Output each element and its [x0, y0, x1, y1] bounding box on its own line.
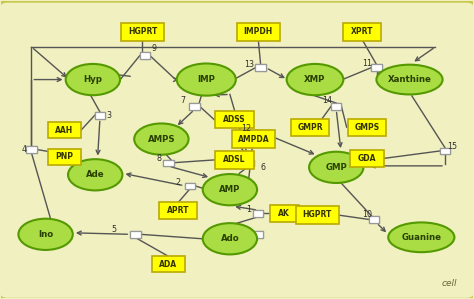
Text: AMPS: AMPS [147, 135, 175, 144]
Text: Xanthine: Xanthine [388, 75, 431, 84]
FancyBboxPatch shape [237, 23, 280, 41]
Text: IMP: IMP [197, 75, 215, 84]
FancyBboxPatch shape [95, 112, 105, 118]
Text: Ado: Ado [220, 234, 239, 243]
Text: PNP: PNP [55, 152, 73, 161]
FancyBboxPatch shape [189, 103, 200, 110]
FancyBboxPatch shape [184, 182, 195, 189]
Text: Hyp: Hyp [83, 75, 102, 84]
Text: ADSL: ADSL [223, 155, 246, 164]
Text: 15: 15 [447, 142, 457, 151]
FancyBboxPatch shape [253, 231, 264, 238]
FancyBboxPatch shape [130, 231, 141, 238]
Ellipse shape [134, 123, 189, 155]
FancyBboxPatch shape [216, 151, 254, 169]
FancyBboxPatch shape [251, 130, 261, 136]
FancyBboxPatch shape [244, 160, 254, 166]
FancyBboxPatch shape [130, 231, 141, 238]
Ellipse shape [68, 159, 122, 190]
Ellipse shape [177, 63, 236, 96]
FancyBboxPatch shape [251, 130, 261, 136]
Text: HGPRT: HGPRT [303, 210, 332, 219]
FancyBboxPatch shape [216, 111, 254, 128]
Text: 9: 9 [152, 44, 157, 53]
Ellipse shape [309, 152, 364, 183]
FancyBboxPatch shape [140, 53, 150, 59]
Text: XMP: XMP [304, 75, 326, 84]
Ellipse shape [203, 223, 257, 254]
FancyBboxPatch shape [253, 210, 264, 217]
FancyBboxPatch shape [255, 64, 266, 71]
Ellipse shape [203, 174, 257, 205]
Ellipse shape [18, 219, 73, 250]
Text: 7: 7 [180, 96, 185, 105]
FancyBboxPatch shape [159, 202, 197, 219]
Text: 5: 5 [111, 225, 117, 234]
Ellipse shape [287, 64, 343, 95]
Text: AAH: AAH [55, 126, 73, 135]
Text: AMP: AMP [219, 185, 241, 194]
Text: AMPDA: AMPDA [238, 135, 269, 144]
Text: 11: 11 [362, 59, 372, 68]
FancyBboxPatch shape [48, 149, 81, 165]
Text: 2: 2 [175, 178, 181, 187]
FancyBboxPatch shape [440, 148, 450, 154]
FancyBboxPatch shape [291, 118, 329, 136]
FancyBboxPatch shape [184, 182, 195, 189]
FancyBboxPatch shape [440, 148, 450, 154]
FancyBboxPatch shape [270, 205, 299, 222]
Text: 1: 1 [246, 205, 251, 213]
Text: Guanine: Guanine [401, 233, 441, 242]
Text: IMPDH: IMPDH [244, 28, 273, 36]
Ellipse shape [376, 65, 443, 94]
FancyBboxPatch shape [253, 231, 264, 238]
FancyBboxPatch shape [369, 216, 379, 223]
Text: 14: 14 [322, 96, 332, 105]
FancyBboxPatch shape [244, 160, 254, 166]
FancyBboxPatch shape [26, 146, 36, 153]
FancyBboxPatch shape [371, 64, 382, 71]
FancyBboxPatch shape [95, 112, 105, 118]
FancyBboxPatch shape [140, 53, 150, 59]
FancyBboxPatch shape [48, 122, 81, 138]
Text: 12: 12 [241, 124, 252, 133]
Text: Ade: Ade [86, 170, 105, 179]
Text: cell: cell [441, 279, 457, 288]
FancyBboxPatch shape [163, 160, 173, 166]
FancyBboxPatch shape [350, 150, 384, 167]
Text: GMPS: GMPS [355, 123, 380, 132]
Text: GMPR: GMPR [298, 123, 323, 132]
Text: Ino: Ino [38, 230, 53, 239]
Text: 3: 3 [107, 111, 112, 120]
FancyBboxPatch shape [369, 216, 379, 223]
FancyBboxPatch shape [152, 256, 185, 272]
Text: XPRT: XPRT [351, 28, 374, 36]
FancyBboxPatch shape [348, 118, 386, 136]
FancyBboxPatch shape [253, 210, 264, 217]
FancyBboxPatch shape [331, 103, 341, 110]
Ellipse shape [388, 222, 455, 252]
Text: 4: 4 [22, 145, 27, 154]
Text: 10: 10 [362, 210, 372, 219]
Text: 6: 6 [261, 163, 265, 172]
FancyBboxPatch shape [232, 130, 275, 148]
Text: APRT: APRT [167, 206, 189, 215]
FancyBboxPatch shape [371, 64, 382, 71]
Text: GDA: GDA [358, 154, 376, 163]
Text: HGPRT: HGPRT [128, 28, 157, 36]
FancyBboxPatch shape [255, 64, 266, 71]
FancyBboxPatch shape [189, 103, 200, 110]
FancyBboxPatch shape [331, 103, 341, 110]
Text: AK: AK [278, 209, 290, 218]
Text: ADSS: ADSS [223, 115, 246, 124]
Text: 13: 13 [244, 60, 254, 69]
FancyBboxPatch shape [163, 160, 173, 166]
FancyBboxPatch shape [343, 23, 382, 41]
Text: GMP: GMP [325, 163, 347, 172]
Text: ADA: ADA [159, 260, 178, 269]
Text: 8: 8 [156, 154, 162, 163]
Ellipse shape [66, 64, 120, 95]
FancyBboxPatch shape [26, 146, 36, 153]
FancyBboxPatch shape [121, 23, 164, 41]
